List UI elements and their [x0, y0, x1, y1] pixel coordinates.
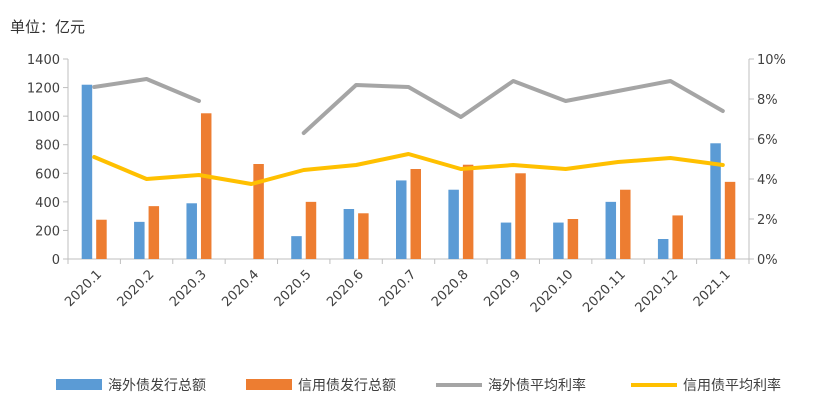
bar-credit [410, 169, 421, 259]
bar-overseas [657, 239, 669, 259]
bar-credit [567, 219, 579, 259]
right-tick-label: 6% [757, 133, 778, 148]
left-tick-label: 400 [35, 196, 60, 211]
left-tick-label: 1400 [27, 53, 60, 68]
x-tick-label: 2020.6 [324, 267, 367, 310]
x-tick-label: 2020.8 [429, 267, 472, 310]
line-overseas-rate [301, 79, 725, 135]
bar-overseas [500, 222, 512, 259]
x-tick-label: 2020.9 [481, 267, 524, 310]
x-tick-label: 2021.1 [691, 267, 734, 310]
bar-overseas [448, 189, 459, 259]
bar-credit [515, 173, 526, 259]
right-tick-label: 8% [757, 93, 778, 108]
unit-label: 单位：亿元 [10, 18, 86, 36]
bar-overseas [134, 221, 145, 259]
left-tick-label: 1200 [27, 82, 60, 97]
line-overseas-rate [92, 77, 201, 103]
bar-credit [672, 215, 683, 259]
bar-credit [96, 219, 107, 259]
bar-credit [253, 164, 264, 259]
bar-overseas [186, 203, 197, 259]
left-tick-label: 600 [35, 167, 60, 182]
bar-overseas [291, 236, 302, 259]
right-tick-label: 2% [757, 213, 778, 228]
left-tick-label: 0 [52, 253, 60, 268]
x-tick-label: 2020.5 [272, 267, 315, 310]
bar-credit [200, 113, 212, 260]
bar-credit [305, 201, 317, 259]
bar-credit [462, 164, 474, 259]
legend-label: 信用债发行总额 [298, 378, 396, 394]
bar-overseas [553, 222, 564, 259]
right-tick-label: 10% [757, 53, 786, 68]
left-tick-label: 200 [35, 224, 60, 239]
x-tick-label: 2020.2 [115, 267, 158, 310]
legend-label: 信用债平均利率 [683, 377, 781, 394]
x-tick-label: 2020.11 [580, 267, 629, 316]
left-tick-label: 1000 [27, 110, 60, 125]
right-tick-label: 4% [757, 173, 778, 188]
bar-credit [620, 189, 631, 259]
x-tick-label: 2020.4 [219, 267, 262, 310]
legend-swatch [246, 379, 292, 390]
x-tick-label: 2020.10 [528, 267, 577, 316]
bar-overseas [343, 209, 355, 259]
legend-swatch [56, 379, 102, 390]
bar-overseas [396, 180, 407, 259]
bar-overseas [710, 143, 721, 259]
line-credit-rate [92, 152, 725, 186]
bar-credit [148, 206, 160, 259]
left-tick-label: 800 [35, 139, 60, 154]
x-tick-label: 2020.12 [633, 267, 682, 316]
bar-credit [358, 213, 369, 259]
x-tick-label: 2020.7 [377, 267, 420, 310]
x-tick-label: 2020.3 [167, 267, 210, 310]
x-tick-label: 2020.1 [62, 267, 105, 310]
legend-label: 海外债发行总额 [108, 378, 206, 394]
bar-overseas [605, 201, 617, 259]
bar-credit [724, 181, 736, 259]
legend-label: 海外债平均利率 [488, 377, 586, 394]
right-tick-label: 0% [757, 253, 778, 268]
bar-overseas [81, 84, 93, 259]
